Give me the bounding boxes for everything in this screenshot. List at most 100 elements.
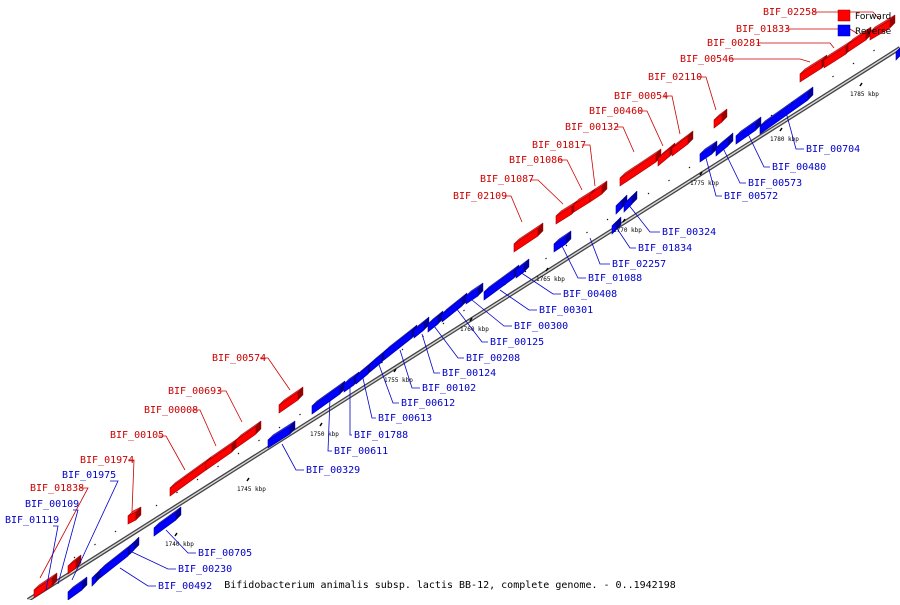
axis-minor-tick [258,439,260,442]
axis-minor-tick [299,413,301,416]
axis-minor-tick [114,530,117,533]
forward-gene-box [278,386,304,414]
forward-gene-label: BIF_00574 [212,353,266,364]
genes [33,14,900,601]
reverse-gene-box [267,420,296,449]
gene-end [565,230,572,245]
axis-tick-mark [699,171,703,176]
reverse-gene-box [91,568,102,587]
axis-minor-tick [873,49,875,52]
reverse-gene-box [553,230,572,253]
axis-minor-tick [176,491,178,494]
reverse-gene-label: BIF_01788 [354,430,408,441]
forward-gene-label: BIF_00054 [614,91,668,102]
axis-tick-label: 1750 kbp [310,431,339,438]
axis-minor-tick [94,543,96,546]
forward-gene-label: BIF_01086 [509,155,563,166]
reverse-gene-box [715,132,734,157]
reverse-gene-box [483,264,520,301]
label-leader [785,111,804,150]
axis-minor-tick [832,75,834,78]
gene-side [615,199,623,215]
label-leader [433,325,464,359]
label-leader [327,397,332,452]
forward-gene-label: BIF_00281 [707,38,761,49]
reverse-gene-label: BIF_02257 [612,259,666,270]
forward-gene-label: BIF_01817 [532,140,586,151]
reverse-gene-label: BIF_00329 [306,465,360,476]
reverse-gene-label: BIF_00125 [490,337,544,348]
forward-gene-label: BIF_00460 [589,106,643,117]
label-leader [664,95,681,135]
reverse-gene-label: BIF_00613 [378,413,432,424]
gene-side [619,153,657,187]
gene-end [133,536,140,551]
gene-top [895,47,900,53]
label-leader [218,390,243,423]
gene-side [383,329,413,361]
axis-minor-tick [381,361,383,364]
reverse-gene-box [615,194,628,215]
forward-gene-label: BIF_01087 [480,174,534,185]
label-leader [813,11,881,21]
gene-end [75,554,82,569]
legend-reverse-swatch [837,24,851,37]
gene-end [727,132,734,147]
label-leader [613,223,636,249]
forward-gene-box [127,506,142,525]
forward-gene-label: BIF_02110 [648,72,702,83]
map-caption: Bifidobacterium animalis subsp. lactis B… [224,580,676,591]
axis-minor-tick [463,309,465,312]
reverse-gene-label: BIF_00705 [198,548,252,559]
label-leader [582,144,596,187]
axis-tick-mark [859,82,863,87]
legend-reverse-label: Reverse [855,27,892,37]
label-leader [71,480,119,581]
reverse-gene-label: BIF_00230 [178,564,232,575]
genome-axis [26,46,900,602]
gene-end [51,572,58,587]
gene-labels: BIF_01838 BIF_01974 BIF_00105 BIF_00008 BIF_… [5,7,860,592]
reverse-gene-box [515,258,530,279]
label-leader [698,76,717,111]
label-leader [499,289,537,311]
forward-gene-label: BIF_01974 [80,455,134,466]
label-leader [615,126,635,153]
axis-minor-tick [217,465,219,468]
axis-minor-tick [155,504,158,507]
axis-minor-tick [852,62,855,65]
gene-end [631,190,638,205]
reverse-gene-label: BIF_00300 [514,321,568,332]
forward-gene-label: BIF_00008 [144,405,198,416]
label-leader [705,157,722,197]
gene-end [889,14,896,29]
reverse-gene-label: BIF_00492 [158,581,212,592]
label-leader [519,271,561,295]
label-leader [349,386,352,436]
reverse-gene-label: BIF_00704 [806,144,860,155]
label-leader [281,443,304,471]
reverse-gene-box [465,282,484,305]
axis-minor-tick [278,426,281,429]
label-leader [530,179,564,205]
forward-gene-label: BIF_02109 [453,191,507,202]
axis-minor-tick [688,166,691,169]
label-leader [399,349,420,389]
axis-minor-tick [668,179,670,182]
forward-gene-box [235,420,262,449]
gene-side [205,443,233,471]
axis-minor-tick [524,270,527,273]
gene-top [99,542,134,571]
label-leader [747,133,770,168]
reverse-gene-box [895,47,900,61]
legend-forward-swatch [837,9,851,22]
axis-line-highlight [27,47,900,601]
axis-tick-mark [622,218,626,223]
axis-minor-tick [545,257,547,260]
forward-gene-box [869,14,896,41]
gene-end [255,420,262,435]
reverse-gene-label: BIF_00573 [748,178,802,189]
legend: Forward Reverse [837,9,892,37]
reverse-gene-label: BIF_01088 [588,273,642,284]
reverse-gene-label: BIF_00408 [563,289,617,300]
